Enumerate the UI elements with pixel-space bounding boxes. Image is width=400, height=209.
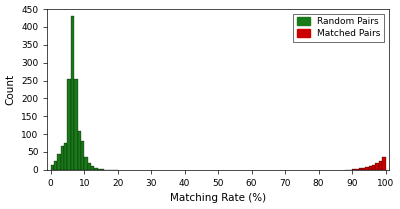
Bar [111,169,114,170]
Bar [369,166,372,170]
Legend: Random Pairs, Matched Pairs: Random Pairs, Matched Pairs [293,14,384,42]
Bar [74,79,78,170]
Bar [372,165,376,170]
Bar [376,163,379,170]
Bar [345,169,349,170]
Bar [81,141,84,170]
Bar [64,143,68,170]
Bar [108,169,111,170]
Y-axis label: Count: Count [6,74,16,105]
Bar [71,16,74,170]
Bar [379,161,382,170]
Bar [68,79,71,170]
Bar [51,164,54,170]
Bar [84,157,88,170]
Bar [98,169,101,170]
Bar [382,157,386,170]
Bar [91,166,94,170]
Bar [362,168,366,170]
Bar [61,145,64,170]
Bar [88,163,91,170]
Bar [54,161,58,170]
Bar [352,169,355,170]
Bar [366,167,369,170]
Bar [78,131,81,170]
Bar [101,169,104,170]
X-axis label: Matching Rate (%): Matching Rate (%) [170,194,266,203]
Bar [349,169,352,170]
Bar [94,168,98,170]
Bar [104,169,108,170]
Bar [355,169,359,170]
Bar [58,154,61,170]
Bar [359,168,362,170]
